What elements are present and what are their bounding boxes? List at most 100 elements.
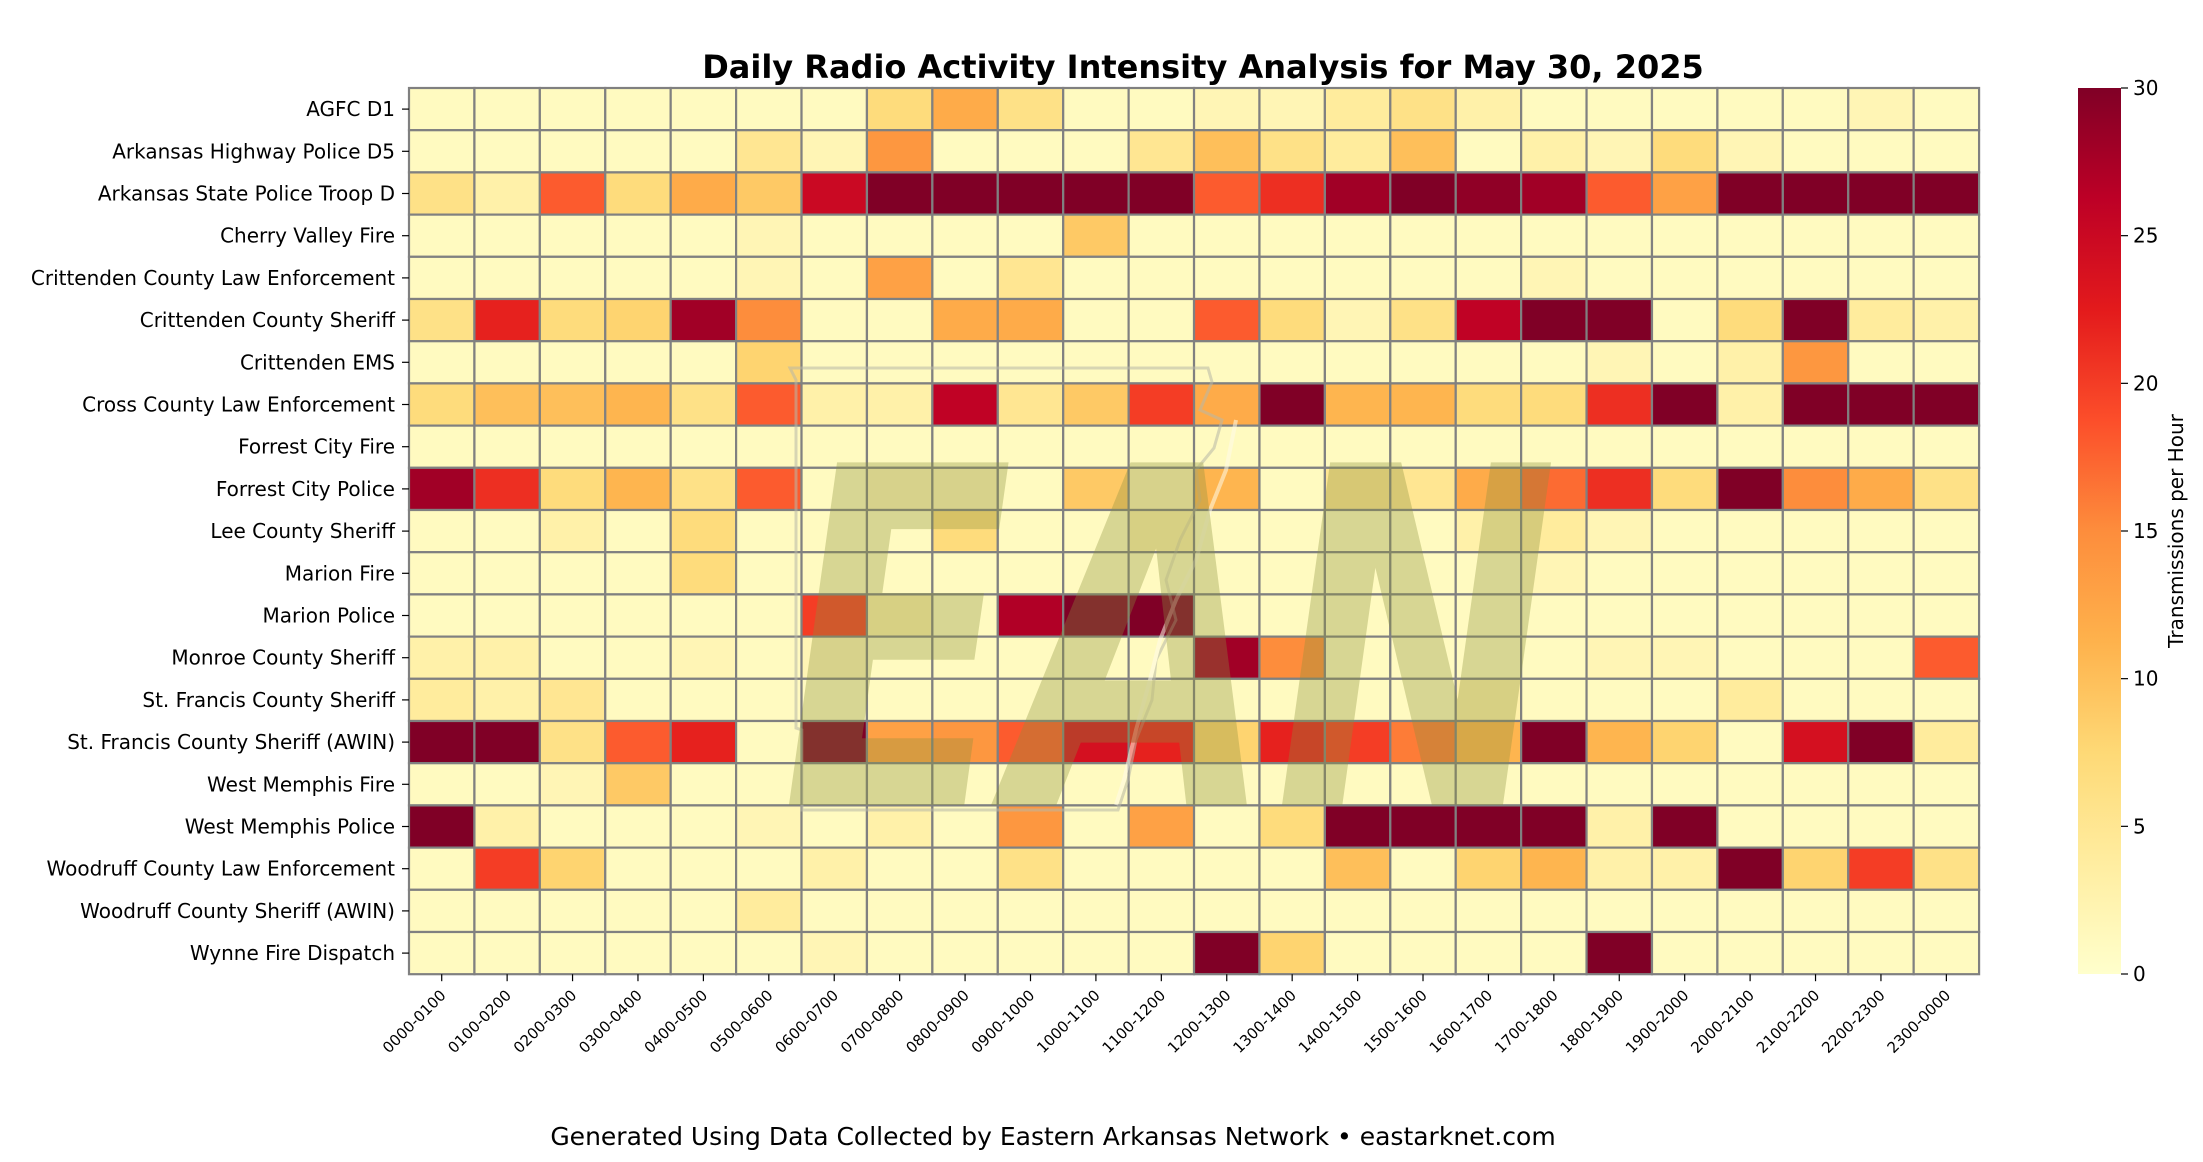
- heatmap-cell: [1716, 804, 1784, 849]
- heatmap-cell: [734, 129, 803, 174]
- heatmap-cell: [604, 466, 672, 512]
- heatmap-cell: [538, 171, 607, 216]
- heatmap-cell: [1847, 466, 1915, 512]
- heatmap-cell: [1650, 804, 1719, 849]
- heatmap-cell: [604, 888, 672, 934]
- column-label: 0500-0600: [706, 986, 777, 1057]
- row-label: Crittenden County Law Enforcement: [31, 266, 395, 290]
- heatmap-cell: [1716, 382, 1784, 427]
- heatmap-cell: [1389, 129, 1457, 174]
- heatmap-cell: [996, 213, 1065, 258]
- heatmap-cell: [473, 424, 541, 469]
- heatmap-cell: [1062, 508, 1130, 554]
- heatmap-cell: [865, 762, 934, 807]
- heatmap-cell: [669, 888, 738, 934]
- heatmap-cell: [865, 297, 934, 343]
- heatmap-cell: [407, 846, 476, 891]
- heatmap-cell: [1781, 297, 1850, 343]
- heatmap-cell: [1912, 846, 1981, 891]
- heatmap-cell: [604, 719, 672, 765]
- heatmap-cell: [1520, 846, 1588, 891]
- heatmap-cell: [1062, 340, 1130, 385]
- heatmap-cell: [1716, 213, 1784, 258]
- heatmap-cell: [669, 424, 738, 469]
- heatmap-cell: [865, 213, 934, 258]
- heatmap-cell: [865, 382, 934, 427]
- colorbar-tick-label: 30: [2133, 76, 2158, 100]
- colorbar-ticks: 0 5 10 15 20 25 30: [2121, 76, 2158, 986]
- heatmap-cell: [1650, 424, 1719, 469]
- heatmap-cell: [538, 846, 607, 891]
- heatmap-cell: [1912, 424, 1981, 469]
- heatmap-cell: [865, 255, 934, 301]
- heatmap-cell: [538, 129, 607, 174]
- heatmap-cell: [1912, 340, 1981, 385]
- heatmap-cell: [1454, 930, 1523, 976]
- heatmap-cell: [996, 635, 1065, 680]
- column-label: 1000-1100: [1033, 986, 1104, 1057]
- heatmap-cell: [1258, 213, 1326, 258]
- heatmap-cell: [473, 551, 541, 596]
- heatmap-cell: [931, 171, 999, 216]
- heatmap-cell: [734, 846, 803, 891]
- heatmap-cell: [865, 888, 934, 934]
- heatmap-cell: [1192, 677, 1261, 723]
- heatmap-cell: [538, 508, 607, 554]
- heatmap-cell: [1847, 129, 1915, 174]
- heatmap-cell: [1258, 424, 1326, 469]
- row-label: AGFC D1: [306, 97, 395, 121]
- heatmap-cell: [1912, 86, 1981, 132]
- heatmap-cell: [473, 213, 541, 258]
- heatmap-cell: [1650, 888, 1719, 934]
- heatmap-cell: [1781, 551, 1850, 596]
- heatmap-cell: [407, 213, 476, 258]
- heatmap-cell: [931, 930, 999, 976]
- heatmap-cell: [1716, 86, 1784, 132]
- heatmap-cell: [1847, 719, 1915, 765]
- heatmap-cell: [734, 171, 803, 216]
- heatmap-cell: [407, 255, 476, 301]
- heatmap-cell: [669, 86, 738, 132]
- heatmap-cell: [1716, 888, 1784, 934]
- heatmap-cell: [1127, 255, 1196, 301]
- heatmap-cell: [1258, 466, 1326, 512]
- row-label: West Memphis Police: [185, 815, 395, 839]
- heatmap-cell: [1650, 382, 1719, 427]
- heatmap-cell: [1847, 635, 1915, 680]
- heatmap-cell: [1454, 129, 1523, 174]
- heatmap-cell: [1650, 508, 1719, 554]
- heatmap-cell: [407, 171, 476, 216]
- heatmap-cell: [996, 171, 1065, 216]
- heatmap-cell: [1716, 297, 1784, 343]
- heatmap-cell: [473, 340, 541, 385]
- row-label: Arkansas Highway Police D5: [112, 139, 395, 163]
- heatmap-cell: [1192, 213, 1261, 258]
- colorbar-tick-label: 0: [2133, 962, 2146, 986]
- heatmap-cell: [407, 719, 476, 765]
- heatmap-cell: [800, 888, 869, 934]
- heatmap-cell: [865, 846, 934, 891]
- heatmap-cell: [407, 129, 476, 174]
- heatmap-cell: [1258, 129, 1326, 174]
- heatmap-cell: [473, 508, 541, 554]
- column-label: 2100-2200: [1753, 986, 1824, 1057]
- heatmap-cell: [538, 340, 607, 385]
- heatmap-cell: [669, 593, 738, 638]
- heatmap-cell: [1323, 171, 1392, 216]
- heatmap-cell: [1062, 171, 1130, 216]
- heatmap-cell: [931, 677, 999, 723]
- heatmap-cell: [407, 804, 476, 849]
- heatmap-cell: [996, 129, 1065, 174]
- heatmap-cell: [1716, 635, 1784, 680]
- heatmap-cell: [604, 86, 672, 132]
- heatmap-cell: [1650, 719, 1719, 765]
- heatmap-cell: [800, 424, 869, 469]
- heatmap-cell: [473, 930, 541, 976]
- heatmap-cell: [1127, 86, 1196, 132]
- heatmap-cell: [538, 677, 607, 723]
- heatmap-cell: [1127, 804, 1196, 849]
- row-label: Cross County Law Enforcement: [82, 393, 395, 417]
- heatmap-cell: [1585, 551, 1654, 596]
- row-label: Marion Fire: [285, 561, 395, 585]
- heatmap-cell: [669, 846, 738, 891]
